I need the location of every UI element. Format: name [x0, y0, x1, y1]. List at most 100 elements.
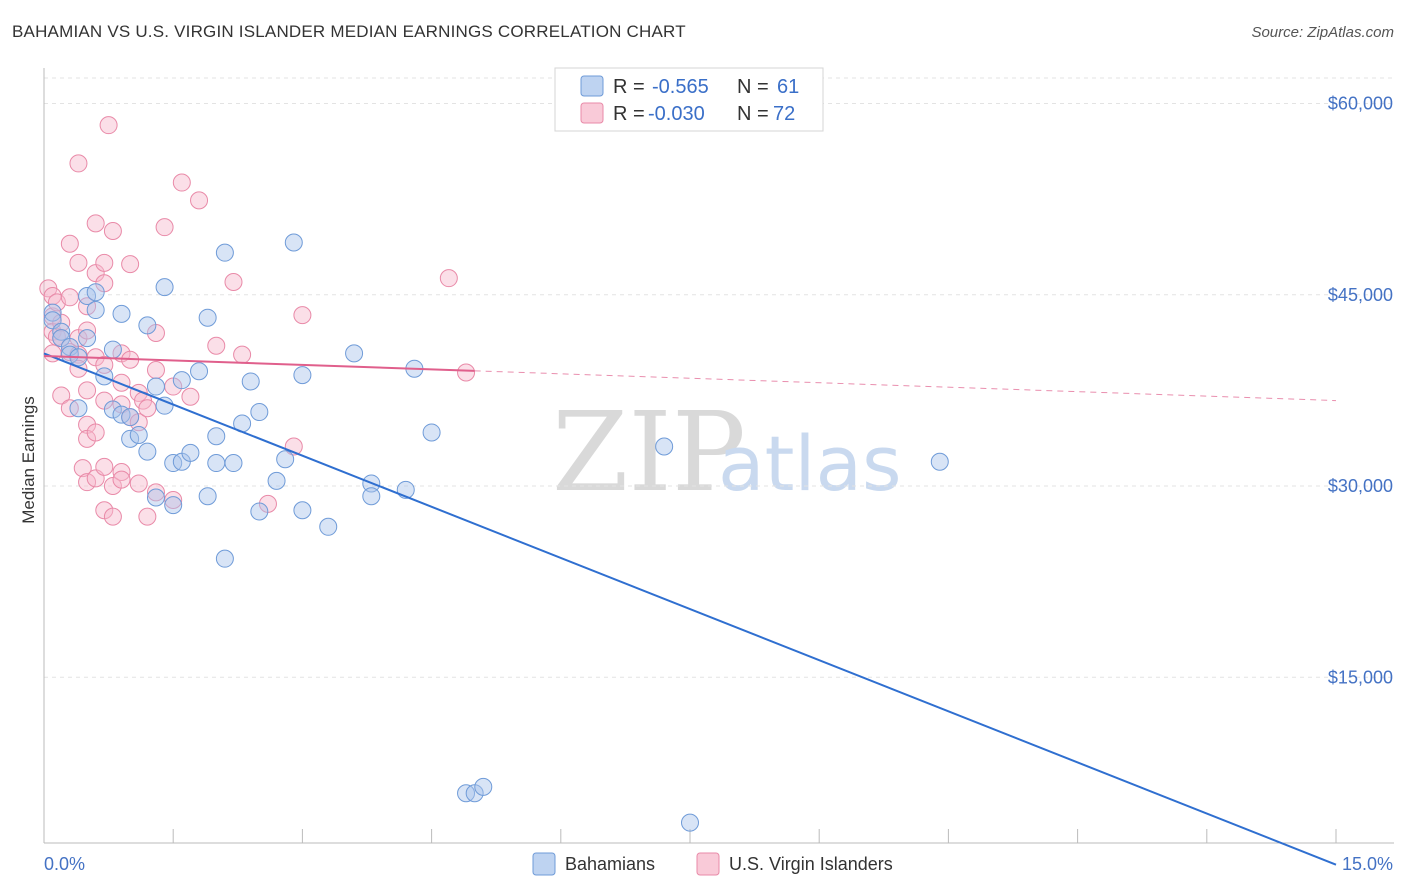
watermark-zip: ZIP [552, 388, 746, 516]
bahamian-point [181, 443, 200, 462]
trend-lines [43, 352, 1337, 866]
usvi-point [60, 288, 79, 307]
bahamian-point [52, 322, 71, 341]
usvi-point [129, 413, 148, 432]
bahamian-point [78, 329, 97, 348]
bahamian-point [155, 278, 174, 297]
legend-n-label-usvi: N = [737, 103, 769, 125]
legend-n-value-bahamians: 61 [777, 76, 799, 98]
usvi-point [78, 381, 97, 400]
usvi-point [190, 191, 209, 210]
usvi-point [60, 234, 79, 253]
y-tick-label: $60,000 [1328, 94, 1393, 114]
usvi-point [181, 387, 200, 406]
bahamian-point [319, 517, 338, 536]
usvi-point [112, 373, 131, 392]
bottom-legend-label-bahamians: Bahamians [565, 854, 655, 874]
usvi-point [146, 360, 165, 379]
bahamian-point [422, 423, 441, 442]
trend-line-bahamians [43, 352, 1337, 866]
usvi-point [103, 222, 122, 240]
usvi-point [78, 321, 97, 340]
usvi-point [86, 423, 105, 442]
bahamian-point [129, 426, 148, 444]
legend-n-label-bahamians: N = [737, 76, 769, 98]
chart-title: BAHAMIAN VS U.S. VIRGIN ISLANDER MEDIAN … [12, 22, 686, 41]
bahamian-point [215, 243, 234, 262]
bahamian-point [86, 301, 105, 320]
bahamian-point [112, 304, 131, 323]
bahamian-point [198, 487, 217, 506]
trend-line-usvi [43, 354, 475, 372]
y-tick-label: $45,000 [1328, 285, 1393, 305]
bahamian-point [681, 813, 699, 832]
watermark-atlas: atlas [718, 419, 902, 508]
bahamian-point [164, 496, 183, 515]
legend-r-value-usvi: -0.030 [648, 103, 705, 125]
bahamian-point [655, 437, 674, 456]
bahamian-point [241, 372, 260, 391]
bahamian-point [146, 488, 165, 507]
usvi-point [155, 218, 174, 237]
usvi-point [224, 273, 243, 291]
usvi-point [112, 470, 131, 489]
usvi-point [439, 269, 458, 288]
y-tick-labels: $15,000 $30,000 $45,000 $60,000 [1328, 94, 1393, 688]
bahamian-point [103, 400, 122, 419]
usvi-point [69, 154, 88, 173]
bahamian-point [207, 427, 226, 446]
axes [43, 68, 1394, 844]
correlation-legend: R = -0.565 N = 61 R = -0.030 N = 72 [554, 67, 824, 132]
bahamian-point [293, 366, 312, 385]
legend-swatch-bahamians [580, 75, 604, 97]
usvi-point [112, 395, 131, 414]
usvi-point [112, 462, 131, 481]
usvi-point [95, 253, 114, 272]
usvi-point [138, 507, 157, 526]
bahamian-point [155, 396, 174, 415]
usvi-point [95, 457, 114, 476]
usvi-point [146, 483, 165, 502]
usvi-point [78, 473, 97, 492]
bahamian-point [215, 549, 234, 568]
y-tick-label: $30,000 [1328, 476, 1393, 496]
usvi-point [99, 116, 118, 135]
legend-r-label-bahamians: R = [613, 76, 645, 98]
bahamian-point [138, 442, 157, 461]
bahamian-point [267, 471, 286, 490]
usvi-point [457, 363, 476, 382]
bahamian-point [121, 408, 140, 427]
bottom-legend-swatch-usvi [696, 852, 720, 876]
usvi-points [39, 116, 476, 526]
bahamian-point [207, 454, 226, 473]
bahamian-point [78, 287, 97, 306]
bahamian-point [930, 452, 949, 471]
bahamian-point [103, 340, 122, 359]
bahamian-point [474, 777, 493, 796]
bahamian-point [190, 362, 209, 381]
usvi-point [86, 214, 105, 233]
usvi-point [121, 255, 140, 274]
bahamian-point [146, 377, 165, 396]
bahamian-point [362, 487, 381, 506]
legend-r-label-usvi: R = [613, 103, 645, 125]
y-axis-label: Median Earnings [19, 396, 38, 524]
usvi-point [103, 507, 122, 526]
legend-swatch-usvi [580, 102, 604, 124]
bahamian-point [43, 303, 62, 322]
bottom-legend-swatch-bahamians [532, 852, 556, 876]
bahamian-point [172, 371, 191, 390]
bahamian-point [198, 308, 217, 327]
bahamian-point [138, 316, 157, 335]
usvi-point [164, 491, 183, 510]
bahamian-point [345, 344, 364, 363]
usvi-point [52, 386, 71, 405]
bahamian-point [250, 502, 269, 521]
bahamian-point [276, 450, 295, 469]
y-tick-label: $15,000 [1328, 667, 1393, 687]
bottom-legend-label-usvi: U.S. Virgin Islanders [729, 854, 893, 874]
bahamian-point [284, 233, 303, 252]
x-tick-label-min: 0.0% [44, 854, 85, 874]
legend-r-value-bahamians: -0.565 [652, 76, 709, 98]
